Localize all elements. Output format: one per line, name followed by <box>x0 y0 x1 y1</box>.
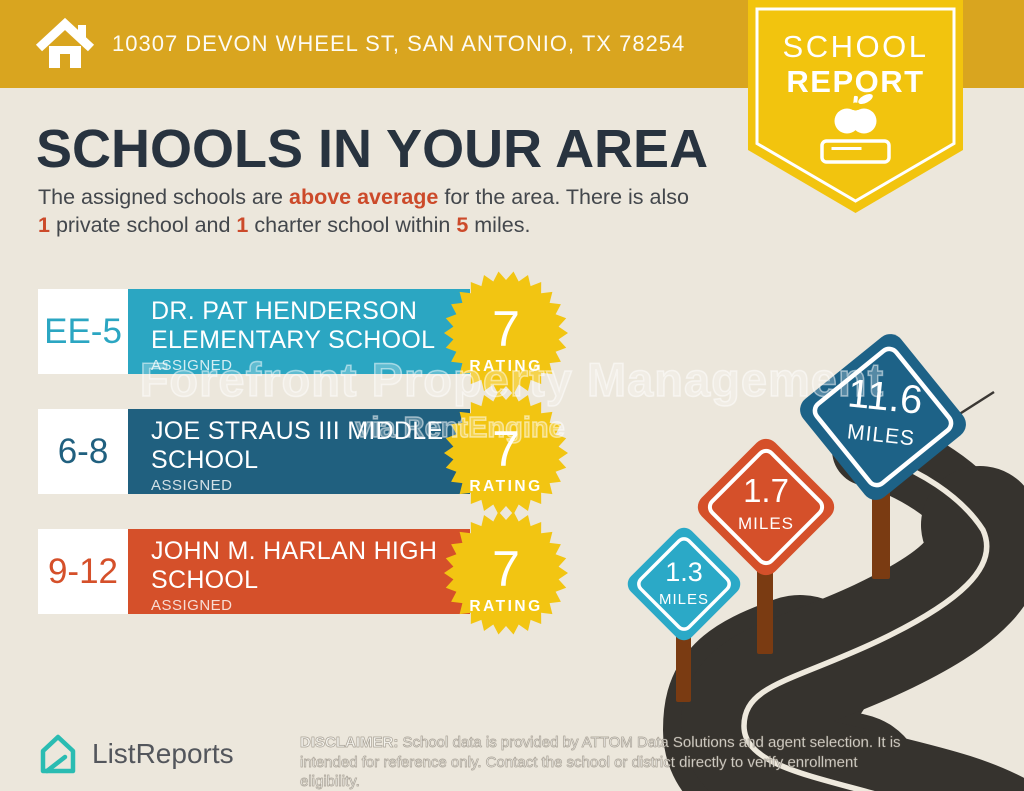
intro-text: The assigned schools are above average f… <box>38 185 689 237</box>
assigned-label: ASSIGNED <box>151 477 233 494</box>
starburst-icon <box>444 511 568 635</box>
distance-unit: MILES <box>659 591 709 608</box>
home-icon <box>35 17 95 68</box>
apple-on-book-icon <box>820 93 891 164</box>
distance-value: 1.7 <box>743 472 789 509</box>
school-report-ribbon: SCHOOL REPORT <box>748 0 963 213</box>
sign-post <box>757 556 773 654</box>
assigned-label: ASSIGNED <box>151 597 233 614</box>
starburst-icon <box>444 271 568 395</box>
distance-unit: MILES <box>738 514 794 533</box>
listreports-wordmark: ListReports <box>92 738 234 769</box>
sign-post <box>676 626 691 702</box>
school-bar: DR. PAT HENDERSON ELEMENTARY SCHOOL ASSI… <box>128 289 470 374</box>
listreports-logo-icon <box>40 734 76 774</box>
disclaimer-text: DISCLAIMER: School data is provided by A… <box>300 734 901 791</box>
road-taper <box>844 427 938 462</box>
distance-sign-mid: 1.7 MILES <box>697 438 835 576</box>
rating-label: RATING <box>469 358 542 375</box>
rating-value: 7 <box>492 301 520 357</box>
rating-value: 7 <box>492 421 520 477</box>
property-address: 10307 DEVON WHEEL ST, SAN ANTONIO, TX 78… <box>112 31 686 56</box>
rating-badge: 7 RATING <box>444 391 568 515</box>
rating-value: 7 <box>492 541 520 597</box>
assigned-label: ASSIGNED <box>151 357 233 374</box>
school-list: EE-5 DR. PAT HENDERSON ELEMENTARY SCHOOL… <box>38 271 648 649</box>
school-bar: JOE STRAUS III MIDDLE SCHOOL ASSIGNED <box>128 409 470 494</box>
disclaimer-label: DISCLAIMER: <box>300 734 399 752</box>
grade-range-badge: 6-8 <box>38 409 128 494</box>
grade-range-badge: EE-5 <box>38 289 128 374</box>
school-name: JOHN M. HARLAN HIGH SCHOOL <box>151 537 438 594</box>
distance-value: 11.6 <box>846 371 925 423</box>
rating-badge: 7 RATING <box>444 511 568 635</box>
starburst-icon <box>444 391 568 515</box>
distance-unit: MILES <box>846 420 916 450</box>
intro-highlight: above average <box>288 185 439 209</box>
grade-range-badge: 9-12 <box>38 529 128 614</box>
ribbon-line1: SCHOOL <box>783 29 929 64</box>
listreports-brand: ListReports <box>34 731 234 777</box>
school-row-elementary: EE-5 DR. PAT HENDERSON ELEMENTARY SCHOOL… <box>38 271 648 395</box>
horizon-line <box>924 390 995 438</box>
distance-value: 1.3 <box>665 557 703 587</box>
rating-badge: 7 RATING <box>444 271 568 395</box>
sign-post <box>872 460 890 579</box>
rating-label: RATING <box>469 478 542 495</box>
road-upper-segment <box>832 414 1016 561</box>
ribbon-line2: REPORT <box>786 64 924 99</box>
school-bar: JOHN M. HARLAN HIGH SCHOOL ASSIGNED <box>128 529 470 614</box>
distance-sign-far: 11.6 MILES <box>800 334 966 500</box>
school-name: JOE STRAUS III MIDDLE SCHOOL <box>151 417 444 474</box>
school-name: DR. PAT HENDERSON ELEMENTARY SCHOOL <box>151 297 436 354</box>
page-title: SCHOOLS IN YOUR AREA <box>36 119 709 179</box>
school-row-middle: 6-8 JOE STRAUS III MIDDLE SCHOOL ASSIGNE… <box>38 391 648 515</box>
rating-label: RATING <box>469 598 542 615</box>
school-row-high: 9-12 JOHN M. HARLAN HIGH SCHOOL ASSIGNED… <box>38 511 648 635</box>
